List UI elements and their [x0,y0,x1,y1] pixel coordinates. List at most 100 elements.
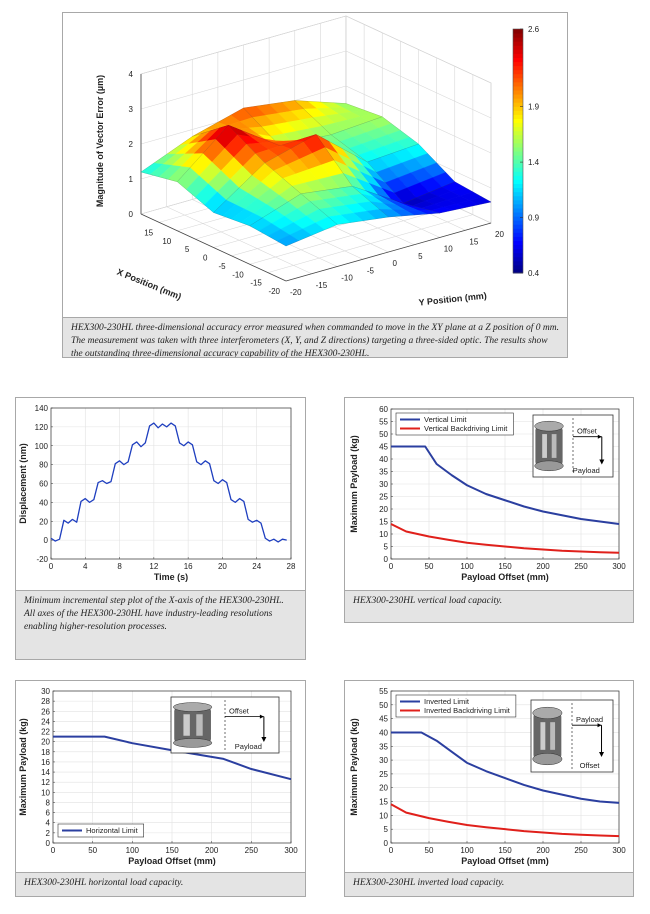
colorbar-swatch [513,183,523,189]
caption: Minimum incremental step plot of the X-a… [16,590,305,659]
colorbar-swatch [513,159,523,164]
colorbar-swatch [513,114,523,119]
colorbar-swatch [513,110,523,115]
y-tick-label: 10 [444,245,453,254]
y-tick-label: 40 [379,728,388,737]
colorbar-swatch [513,191,523,197]
hexapod-strut [540,722,546,750]
surface-cell [366,143,456,204]
colorbar-swatch [513,268,523,274]
hexapod-plate [534,420,564,432]
colorbar-swatch [513,33,523,38]
figure-panel: 0 50 100 150 200 250 300 0 2 4 6 8 10 12 14 16 18 20 22 24 2… [15,680,306,897]
colorbar-swatch [513,29,523,34]
colorbar-swatch [513,69,523,75]
y-tick-label: 15 [379,798,388,807]
y-tick-label: 25 [379,493,388,502]
x-tick-label: 16 [184,562,193,571]
colorbar-swatch [513,155,523,160]
colorbar-swatch [513,65,523,71]
colorbar-tick-label: 2.6 [528,25,540,34]
y-tick-label: 0 [384,555,389,564]
hexapod-body [174,707,211,743]
colorbar-swatch [513,224,523,229]
x-tick-label: 200 [536,846,550,855]
inset-label: Payload [576,715,603,724]
y-tick-label: 25 [379,770,388,779]
z-tick-label: 4 [129,70,134,79]
x-tick-label: 250 [245,846,259,855]
colorbar-swatch [513,53,523,58]
y-tick-label: 15 [379,518,388,527]
colorbar-swatch [513,61,523,67]
colorbar-swatch [513,240,523,246]
legend: Horizontal Limit [57,823,144,838]
plot-frame [390,690,620,844]
caption: HEX300-230HL vertical load capacity. [345,590,633,622]
y-tick-label: 40 [39,498,48,507]
colorbar-swatch [513,106,523,111]
colorbar-tick-label: 0.9 [528,214,540,223]
x-tick-label: 200 [205,846,219,855]
hexapod-body [533,712,562,760]
z-tick-label: 2 [129,140,134,149]
y-tick-label: 50 [379,430,388,439]
y-tick-label: 14 [41,768,50,777]
y-axis-label: Maximum Payload (kg) [349,718,359,816]
colorbar-swatch [513,195,523,201]
x-tick-label: -20 [268,287,280,296]
x-tick-label: 12 [149,562,158,571]
hexapod-plate [532,753,563,766]
colorbar-swatch [513,142,523,148]
colorbar-swatch [513,126,523,132]
x-tick-label: -5 [219,262,227,271]
colorbar-swatch [513,146,523,152]
colorbar-swatch [513,256,523,262]
legend-label: Vertical Backdriving Limit [424,424,508,433]
y-tick-label: -15 [316,281,328,290]
figure-panel: 0 1 2 3 4 -20 -15 -10 -5 0 5 10 15 -20 -15 -10 -5 0 5 10 15 2… [62,12,568,358]
y-tick-label: 8 [46,798,51,807]
y-tick-label: 30 [41,687,50,696]
x-tick-label: 100 [126,846,140,855]
z-tick-label: 3 [129,105,134,114]
colorbar-swatch [513,45,523,50]
y-tick-label: 55 [379,687,388,696]
x-tick-label: 24 [252,562,261,571]
colorbar-swatch [513,216,523,221]
x-tick-label: 0 [51,846,56,855]
plot-frame [50,407,292,560]
x-tick-label: 100 [460,562,474,571]
x-tick-label: 150 [498,846,512,855]
y-tick-label: 10 [379,530,388,539]
legend-label: Horizontal Limit [86,826,139,835]
colorbar-frame [512,28,524,274]
y-tick-label: 100 [35,442,49,451]
y-tick-label: 18 [41,748,50,757]
y-tick-label: 5 [384,825,389,834]
y-tick-label: 22 [41,728,50,737]
surface-cell [402,181,492,214]
legend-label: Inverted Backdriving Limit [424,706,511,715]
y-tick-label: 30 [379,756,388,765]
x-tick-label: 0 [49,562,54,571]
x-tick-label: 0 [389,562,394,571]
colorbar-swatch [513,252,523,258]
x-tick-label: 50 [88,846,97,855]
y-tick-label: 140 [35,404,49,413]
y-tick-label: 10 [41,788,50,797]
surface-cell [243,100,332,146]
hexapod-plate [173,738,213,748]
arrow-head [599,752,605,757]
x-tick-label: 200 [536,562,550,571]
colorbar-swatch [513,163,523,168]
arrow-head [261,737,267,742]
z-tick-label: 0 [129,210,134,219]
x-tick-label: 10 [162,237,171,246]
x-tick-label: 4 [83,562,88,571]
plot-frame [390,408,620,560]
y-tick-label: 10 [379,811,388,820]
inset-label: Offset [577,427,598,436]
